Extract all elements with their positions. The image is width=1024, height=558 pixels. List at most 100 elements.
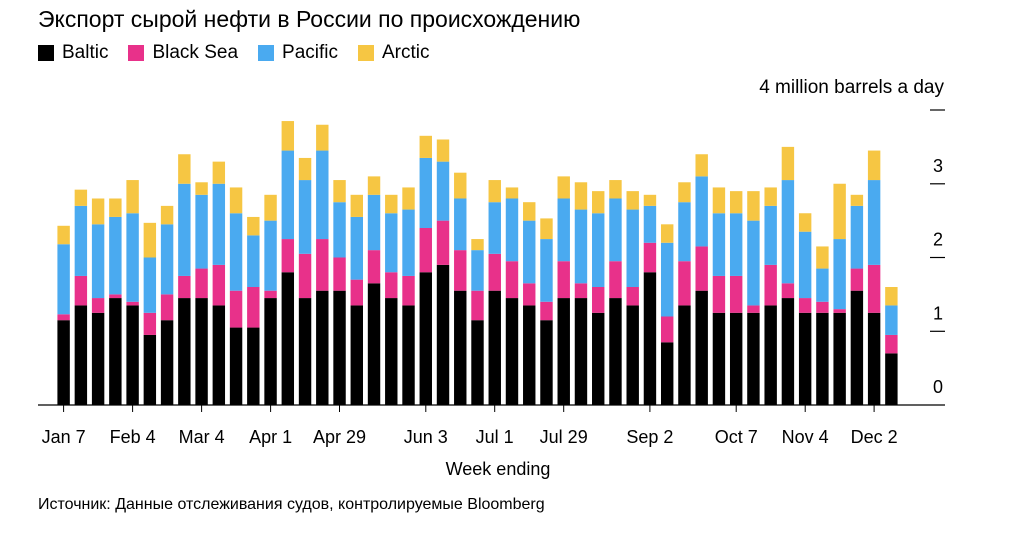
bar-black-sea-8 bbox=[195, 268, 208, 299]
bar-baltic-38 bbox=[712, 312, 726, 405]
bar-black-sea-13 bbox=[281, 239, 295, 273]
legend-label-black-sea: Black Sea bbox=[152, 42, 239, 63]
bar-black-sea-4 bbox=[126, 301, 139, 306]
bar-pacific-42 bbox=[781, 180, 795, 284]
bar-arctic-26 bbox=[505, 187, 519, 199]
bar-baltic-48 bbox=[885, 353, 898, 406]
bar-pacific-14 bbox=[298, 180, 312, 254]
bar-black-sea-11 bbox=[247, 287, 260, 328]
bar-black-sea-10 bbox=[229, 290, 243, 328]
bar-arctic-34 bbox=[643, 194, 657, 206]
bar-baltic-20 bbox=[402, 305, 415, 405]
bar-pacific-39 bbox=[729, 213, 743, 276]
x-tick-label-16: Apr 29 bbox=[313, 427, 366, 447]
bar-baltic-28 bbox=[540, 320, 553, 405]
y-unit-label: 4 million barrels a day bbox=[759, 77, 944, 98]
bar-arctic-38 bbox=[712, 187, 726, 214]
bar-pacific-45 bbox=[833, 239, 846, 310]
y-tick-label-1: 1 bbox=[933, 303, 943, 323]
bar-arctic-0 bbox=[57, 225, 70, 245]
bar-black-sea-12 bbox=[264, 290, 277, 299]
bar-pacific-40 bbox=[747, 220, 760, 306]
bar-arctic-19 bbox=[385, 194, 398, 214]
bar-black-sea-43 bbox=[798, 298, 812, 313]
bar-pacific-32 bbox=[609, 198, 622, 262]
bar-baltic-21 bbox=[419, 272, 432, 405]
bar-arctic-10 bbox=[229, 187, 243, 214]
bar-arctic-44 bbox=[816, 246, 829, 269]
bar-pacific-21 bbox=[419, 157, 432, 228]
bar-arctic-13 bbox=[281, 121, 295, 151]
bar-black-sea-0 bbox=[57, 314, 70, 321]
bar-pacific-24 bbox=[471, 250, 484, 291]
bar-black-sea-2 bbox=[91, 298, 105, 313]
bar-pacific-16 bbox=[333, 202, 346, 258]
bar-black-sea-25 bbox=[488, 253, 501, 291]
legend-swatch-baltic bbox=[38, 45, 54, 61]
bar-arctic-12 bbox=[264, 194, 277, 221]
bar-black-sea-45 bbox=[833, 309, 846, 313]
bar-black-sea-42 bbox=[781, 283, 795, 299]
x-tick-label-47: Dec 2 bbox=[851, 427, 898, 447]
bar-arctic-16 bbox=[333, 180, 346, 203]
legend-label-arctic: Arctic bbox=[381, 42, 430, 63]
bar-black-sea-32 bbox=[609, 261, 622, 299]
bar-black-sea-1 bbox=[74, 275, 88, 306]
bar-black-sea-44 bbox=[816, 301, 829, 313]
bar-black-sea-15 bbox=[316, 239, 329, 291]
bar-baltic-0 bbox=[57, 320, 70, 405]
bar-pacific-19 bbox=[385, 213, 398, 273]
bar-arctic-24 bbox=[471, 239, 484, 251]
bar-baltic-36 bbox=[678, 305, 691, 405]
bar-black-sea-18 bbox=[367, 250, 381, 284]
bar-black-sea-7 bbox=[178, 275, 191, 299]
bar-arctic-15 bbox=[316, 124, 329, 151]
bar-pacific-35 bbox=[660, 242, 674, 317]
bar-pacific-41 bbox=[764, 205, 777, 265]
bar-baltic-16 bbox=[333, 290, 346, 405]
bar-arctic-45 bbox=[833, 183, 846, 240]
bar-pacific-18 bbox=[367, 194, 381, 251]
x-tick-label-0: Jan 7 bbox=[42, 427, 86, 447]
bar-black-sea-22 bbox=[436, 220, 450, 265]
bar-baltic-12 bbox=[264, 298, 277, 405]
bar-baltic-25 bbox=[488, 290, 501, 405]
bar-pacific-36 bbox=[678, 202, 691, 262]
y-tick-label-0: 0 bbox=[933, 377, 943, 397]
x-tick-label-34: Sep 2 bbox=[626, 427, 673, 447]
bar-arctic-28 bbox=[540, 218, 553, 240]
bar-black-sea-26 bbox=[505, 261, 519, 299]
bar-arctic-1 bbox=[74, 189, 88, 206]
bar-pacific-3 bbox=[109, 216, 122, 295]
bar-black-sea-46 bbox=[850, 268, 864, 291]
bar-pacific-29 bbox=[557, 198, 570, 262]
legend-item-baltic: Baltic bbox=[38, 42, 108, 64]
x-tick-label-29: Jul 29 bbox=[540, 427, 588, 447]
bar-black-sea-19 bbox=[385, 272, 398, 299]
bar-black-sea-29 bbox=[557, 261, 570, 299]
bar-pacific-9 bbox=[212, 183, 226, 265]
x-tick-label-39: Oct 7 bbox=[715, 427, 758, 447]
bar-baltic-7 bbox=[178, 298, 191, 405]
legend-item-black-sea: Black Sea bbox=[128, 42, 238, 64]
bar-arctic-23 bbox=[454, 172, 467, 199]
bar-pacific-11 bbox=[247, 235, 260, 288]
bar-arctic-14 bbox=[298, 157, 312, 181]
bar-pacific-2 bbox=[91, 224, 105, 299]
bar-arctic-5 bbox=[143, 222, 157, 258]
bar-pacific-46 bbox=[850, 205, 864, 269]
bar-pacific-34 bbox=[643, 205, 657, 243]
bar-pacific-1 bbox=[74, 205, 88, 276]
bar-arctic-29 bbox=[557, 176, 570, 199]
bar-arctic-22 bbox=[436, 139, 450, 162]
legend-label-baltic: Baltic bbox=[62, 42, 109, 63]
bar-arctic-35 bbox=[660, 224, 674, 243]
bar-arctic-48 bbox=[885, 287, 898, 306]
bar-arctic-47 bbox=[867, 150, 881, 181]
bar-arctic-18 bbox=[367, 176, 381, 195]
bar-baltic-41 bbox=[764, 305, 777, 405]
bar-baltic-22 bbox=[436, 264, 450, 406]
bar-black-sea-30 bbox=[574, 283, 588, 299]
bar-baltic-1 bbox=[74, 305, 88, 405]
